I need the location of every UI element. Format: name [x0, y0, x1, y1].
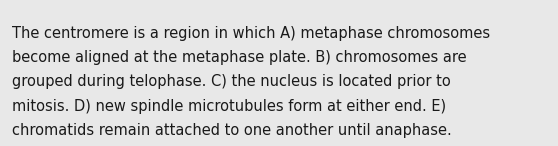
Text: mitosis. D) new spindle microtubules form at either end. E): mitosis. D) new spindle microtubules for… — [12, 99, 446, 114]
Text: chromatids remain attached to one another until anaphase.: chromatids remain attached to one anothe… — [12, 123, 452, 138]
Text: grouped during telophase. C) the nucleus is located prior to: grouped during telophase. C) the nucleus… — [12, 74, 451, 89]
Text: become aligned at the metaphase plate. B) chromosomes are: become aligned at the metaphase plate. B… — [12, 50, 467, 65]
Text: The centromere is a region in which A) metaphase chromosomes: The centromere is a region in which A) m… — [12, 26, 490, 41]
